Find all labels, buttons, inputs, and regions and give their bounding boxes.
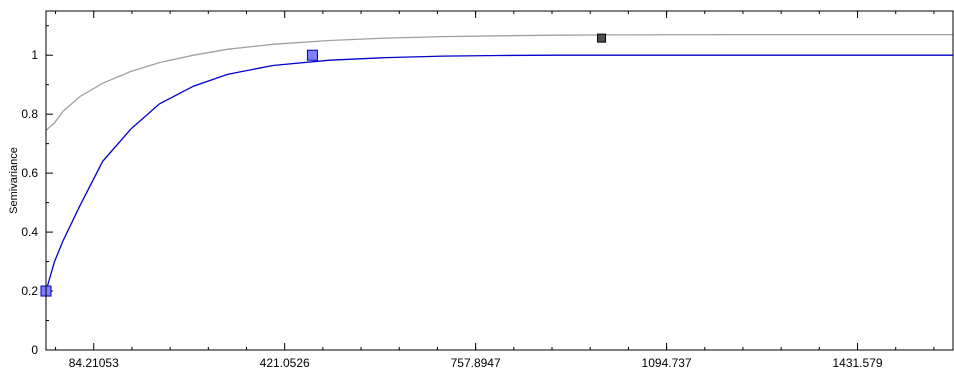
labels-layer: 84.21053 421.0526 757.8947 1094.737 1431.579… [21,48,883,370]
ticks-layer [46,11,935,351]
x-tick-label: 84.21053 [69,356,119,370]
plot-frame [45,10,954,351]
y-tick-label: 0.8 [21,107,38,121]
x-tick-label: 1094.737 [642,356,692,370]
data-point-marker [306,49,318,61]
x-tick-label: 1431.579 [832,356,882,370]
x-tick-label: 421.0526 [260,356,310,370]
y-tick-label: 0 [31,343,38,357]
y-tick-label: 0.6 [21,166,38,180]
y-tick-label: 0.4 [21,225,38,239]
y-tick-label: 0.2 [21,284,38,298]
series-line-1 [45,54,953,292]
series-layer [45,33,953,292]
y-axis-title: Semivariance [8,147,20,214]
series-line-0 [45,33,953,131]
y-tick-label: 1 [31,48,38,62]
data-point-marker [597,33,607,43]
x-tick-label: 757.8947 [451,356,501,370]
